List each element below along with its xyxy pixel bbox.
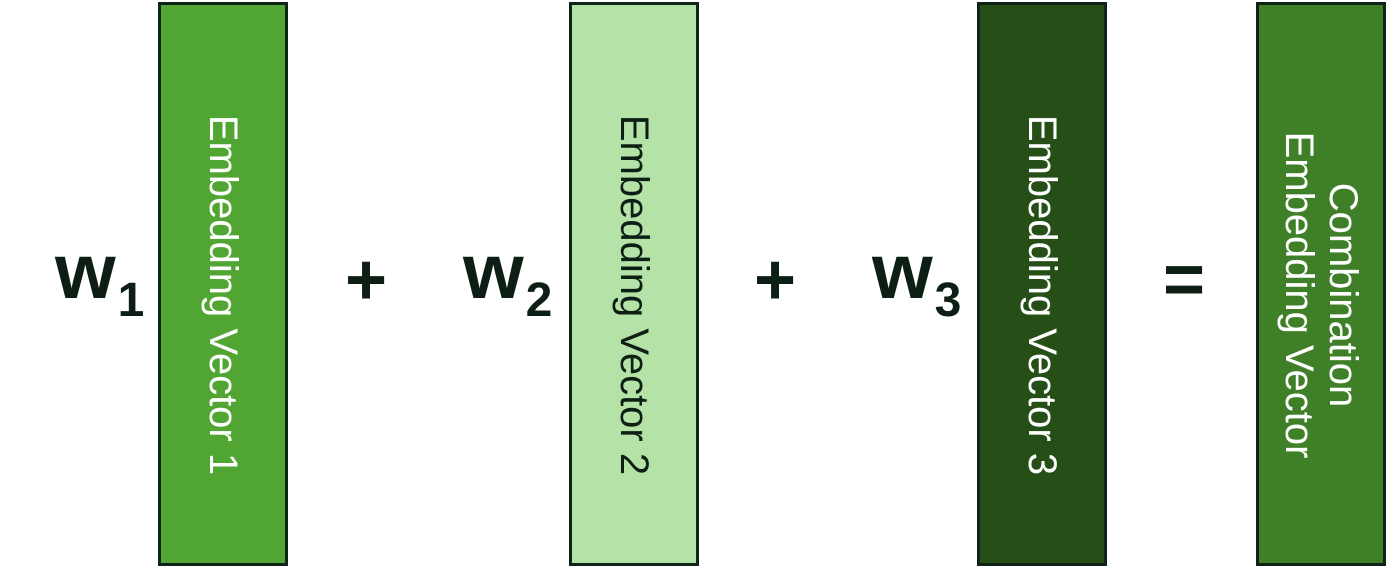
plus-operator-2: + xyxy=(753,240,797,320)
weight-symbol: w xyxy=(55,227,116,315)
embedding-vector-3-label: Embedding Vector 3 xyxy=(1020,114,1064,476)
plus-operator-1: + xyxy=(344,240,388,320)
weight-symbol: w xyxy=(463,227,524,315)
embedding-vector-2-label: Embedding Vector 2 xyxy=(612,114,656,476)
combination-embedding-vector-label: Combination Embedding Vector xyxy=(1277,131,1365,459)
weight-symbol: w xyxy=(872,227,933,315)
weight-w3: w3 xyxy=(872,232,961,332)
weight-subscript: 3 xyxy=(934,274,962,327)
embedding-vector-3-box: Embedding Vector 3 xyxy=(977,2,1107,566)
embedding-vector-1-box: Embedding Vector 1 xyxy=(158,2,288,566)
embedding-vector-2-box: Embedding Vector 2 xyxy=(569,2,699,566)
equals-operator: = xyxy=(1162,240,1206,320)
embedding-vector-1-label: Embedding Vector 1 xyxy=(201,114,245,476)
weight-w1: w1 xyxy=(55,232,144,332)
weight-w2: w2 xyxy=(463,232,552,332)
combination-embedding-vector-box: Combination Embedding Vector xyxy=(1256,2,1386,566)
weight-subscript: 2 xyxy=(525,274,553,327)
weight-subscript: 1 xyxy=(117,274,145,327)
